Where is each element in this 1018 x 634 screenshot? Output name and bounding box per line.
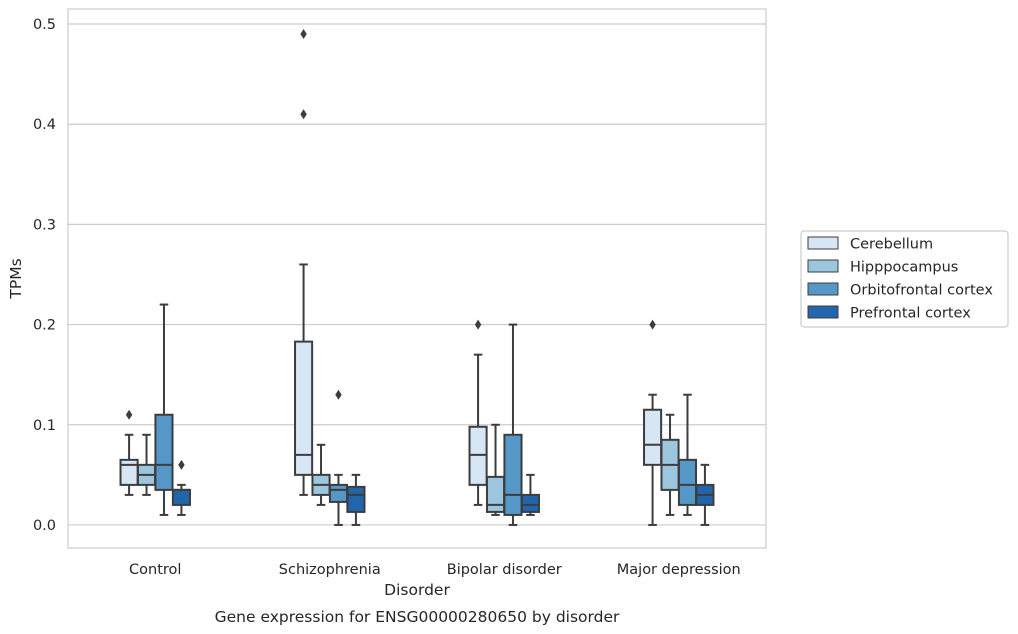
box-iqr (468, 425, 488, 486)
box-iqr (677, 458, 698, 506)
y-tick-label: 0.3 (33, 217, 56, 233)
box-iqr (520, 493, 540, 513)
box-iqr (171, 488, 191, 506)
outlier-point (649, 319, 656, 330)
box-hipppocampus-3 (660, 413, 680, 516)
chart-caption: Gene expression for ENSG00000280650 by d… (215, 608, 620, 626)
box-iqr (328, 483, 349, 503)
box-hipppocampus-0 (136, 433, 157, 496)
x-tick-label: Bipolar disorder (447, 562, 562, 578)
outlier-point (125, 409, 133, 420)
y-axis-label: TPMs (7, 258, 25, 299)
legend-swatch (807, 305, 839, 319)
legend-label: Hipppocampus (850, 260, 958, 276)
legend-label: Prefrontal cortex (850, 306, 971, 322)
box-cerebellum-3 (643, 319, 663, 526)
outlier-point (178, 459, 185, 470)
legend-frame (800, 230, 1009, 328)
x-tick-labels: Control Schizophrenia Bipolar disorder Majo… (129, 562, 741, 578)
box-prefrontal-cortex-3 (695, 463, 715, 526)
box-hipppocampus-2 (485, 423, 506, 516)
box-prefrontal-cortex-1 (346, 473, 366, 526)
plot-area-frame (67, 8, 767, 549)
box-prefrontal-cortex-2 (520, 473, 540, 516)
y-tick-labels: 0.0 0.1 0.2 0.3 0.4 0.5 (33, 17, 56, 534)
legend-label: Orbitofrontal cortex (850, 283, 993, 299)
box-orbitofrontal-cortex-1 (328, 389, 349, 526)
outlier-point (335, 389, 342, 400)
box-orbitofrontal-cortex-2 (503, 323, 523, 526)
x-tick-label: Major depression (617, 562, 741, 578)
x-axis-label: Disorder (384, 581, 450, 599)
outlier-point (300, 29, 307, 40)
y-tick-label: 0.2 (33, 318, 56, 334)
box-prefrontal-cortex-0 (171, 459, 191, 516)
x-tick-label: Control (129, 562, 181, 578)
box-cerebellum-2 (468, 319, 488, 506)
outlier-point (300, 109, 307, 120)
box-orbitofrontal-cortex-3 (677, 393, 698, 516)
legend-swatch (807, 236, 839, 250)
y-tick-label: 0.0 (33, 518, 56, 534)
y-tick-label: 0.1 (33, 418, 56, 434)
box-iqr (119, 458, 139, 486)
outlier-point (474, 319, 482, 330)
box-iqr (154, 413, 174, 491)
box-hipppocampus-1 (311, 443, 331, 506)
box-cerebellum-0 (119, 409, 139, 496)
box-orbitofrontal-cortex-0 (154, 303, 174, 516)
legend-swatch (807, 259, 839, 273)
y-tick-label: 0.5 (33, 17, 56, 33)
boxes (119, 29, 715, 526)
legend-label: Cerebellum (850, 237, 933, 253)
box-iqr (346, 485, 366, 513)
box-iqr (503, 433, 523, 516)
box-iqr (294, 340, 314, 476)
x-tick-label: Schizophrenia (279, 562, 381, 578)
box-iqr (485, 475, 506, 513)
legend: Cerebellum Hipppocampus Orbitofrontal cort… (800, 230, 1009, 328)
legend-swatch (807, 282, 839, 296)
box-iqr (643, 408, 663, 466)
y-tick-label: 0.4 (33, 117, 56, 133)
box-cerebellum-1 (294, 29, 314, 496)
